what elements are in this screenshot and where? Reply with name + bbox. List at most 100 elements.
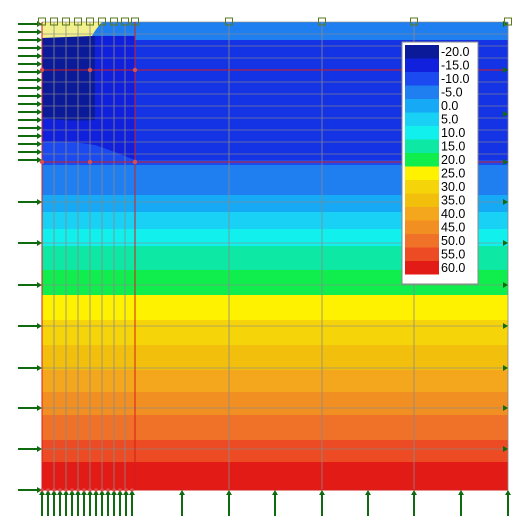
top-node-marker	[410, 17, 418, 26]
node-dot	[87, 67, 93, 73]
legend-swatch	[405, 99, 439, 113]
band	[42, 415, 508, 440]
legend-label: 30.0	[441, 180, 465, 194]
arrow-head	[503, 199, 508, 205]
arrow-head	[37, 125, 42, 131]
node-dot	[112, 488, 116, 492]
top-node-marker	[504, 17, 512, 26]
node-dot	[46, 488, 50, 492]
arrow-head	[226, 490, 232, 495]
legend-swatch	[405, 72, 439, 86]
legend-swatch	[405, 45, 439, 59]
node-dot	[39, 67, 45, 73]
arrow-head	[37, 45, 42, 51]
arrow-head	[123, 490, 129, 495]
band	[42, 320, 508, 345]
arrow-head	[503, 323, 508, 329]
band	[42, 229, 508, 246]
node-dot	[88, 488, 92, 492]
arrow-head	[37, 61, 42, 67]
top-node-marker	[131, 17, 139, 26]
legend-swatch	[405, 166, 439, 180]
arrow-head	[87, 490, 93, 495]
band	[42, 195, 508, 212]
arrow-head	[51, 490, 57, 495]
legend-label: 20.0	[441, 153, 465, 167]
legend-label: 60.0	[441, 261, 465, 275]
arrow-head	[37, 240, 42, 246]
arrow-head	[81, 490, 87, 495]
legend-swatch	[405, 153, 439, 167]
legend-swatch	[405, 247, 439, 261]
arrow-head	[503, 111, 508, 117]
arrow-head	[503, 282, 508, 288]
legend-label: 15.0	[441, 140, 465, 154]
band	[42, 392, 508, 415]
legend-swatch	[405, 180, 439, 194]
arrow-head	[75, 490, 81, 495]
arrow-head	[503, 365, 508, 371]
arrow-head	[37, 133, 42, 139]
legend-label: 50.0	[441, 234, 465, 248]
node-dot	[106, 488, 110, 492]
arrow-head	[37, 109, 42, 115]
node-dot	[64, 488, 68, 492]
legend-swatch	[405, 139, 439, 153]
top-node-marker	[50, 17, 58, 26]
arrow-head	[411, 490, 417, 495]
arrow-head	[45, 490, 51, 495]
node-dot	[94, 488, 98, 492]
node-dot	[132, 67, 138, 73]
node-dot	[58, 488, 62, 492]
arrow-head	[37, 29, 42, 35]
arrow-head	[117, 490, 123, 495]
boundary-arrows	[18, 21, 511, 516]
arrow-head	[93, 490, 99, 495]
arrow-head	[37, 53, 42, 59]
arrow-head	[129, 490, 135, 495]
legend-label: 35.0	[441, 194, 465, 208]
temperature-bands	[42, 22, 508, 490]
legend-label: -5.0	[441, 86, 463, 100]
arrow-head	[37, 365, 42, 371]
legend-label: 10.0	[441, 126, 465, 140]
arrow-head	[37, 117, 42, 123]
arrow-head	[37, 141, 42, 147]
band	[42, 462, 508, 490]
legend-label: -15.0	[441, 59, 470, 73]
node-dot	[132, 159, 138, 165]
arrow-head	[37, 93, 42, 99]
node-dot	[52, 488, 56, 492]
legend-swatch	[405, 220, 439, 234]
top-node-marker	[121, 17, 129, 26]
node-dot	[130, 488, 134, 492]
arrow-head	[63, 490, 69, 495]
arrow-head	[503, 240, 508, 246]
legend-swatch	[405, 126, 439, 140]
arrow-head	[37, 157, 42, 163]
legend-label: -10.0	[441, 72, 470, 86]
node-markers	[38, 17, 512, 492]
arrow-head	[111, 490, 117, 495]
legend-label: 0.0	[441, 99, 458, 113]
legend-swatch	[405, 261, 439, 275]
arrow-head	[458, 490, 464, 495]
arrow-head	[505, 490, 511, 495]
top-node-marker	[86, 17, 94, 26]
arrow-head	[272, 490, 278, 495]
top-node-marker	[62, 17, 70, 26]
node-dot	[87, 159, 93, 165]
node-dot	[76, 488, 80, 492]
arrow-head	[37, 446, 42, 452]
legend-label: 55.0	[441, 248, 465, 262]
node-dot	[39, 159, 45, 165]
band	[42, 440, 508, 462]
arrow-head	[37, 149, 42, 155]
legend-swatch	[405, 112, 439, 126]
arrow-head	[37, 282, 42, 288]
arrow-head	[503, 446, 508, 452]
node-dot	[40, 488, 44, 492]
top-node-marker	[110, 17, 118, 26]
arrow-head	[365, 490, 371, 495]
